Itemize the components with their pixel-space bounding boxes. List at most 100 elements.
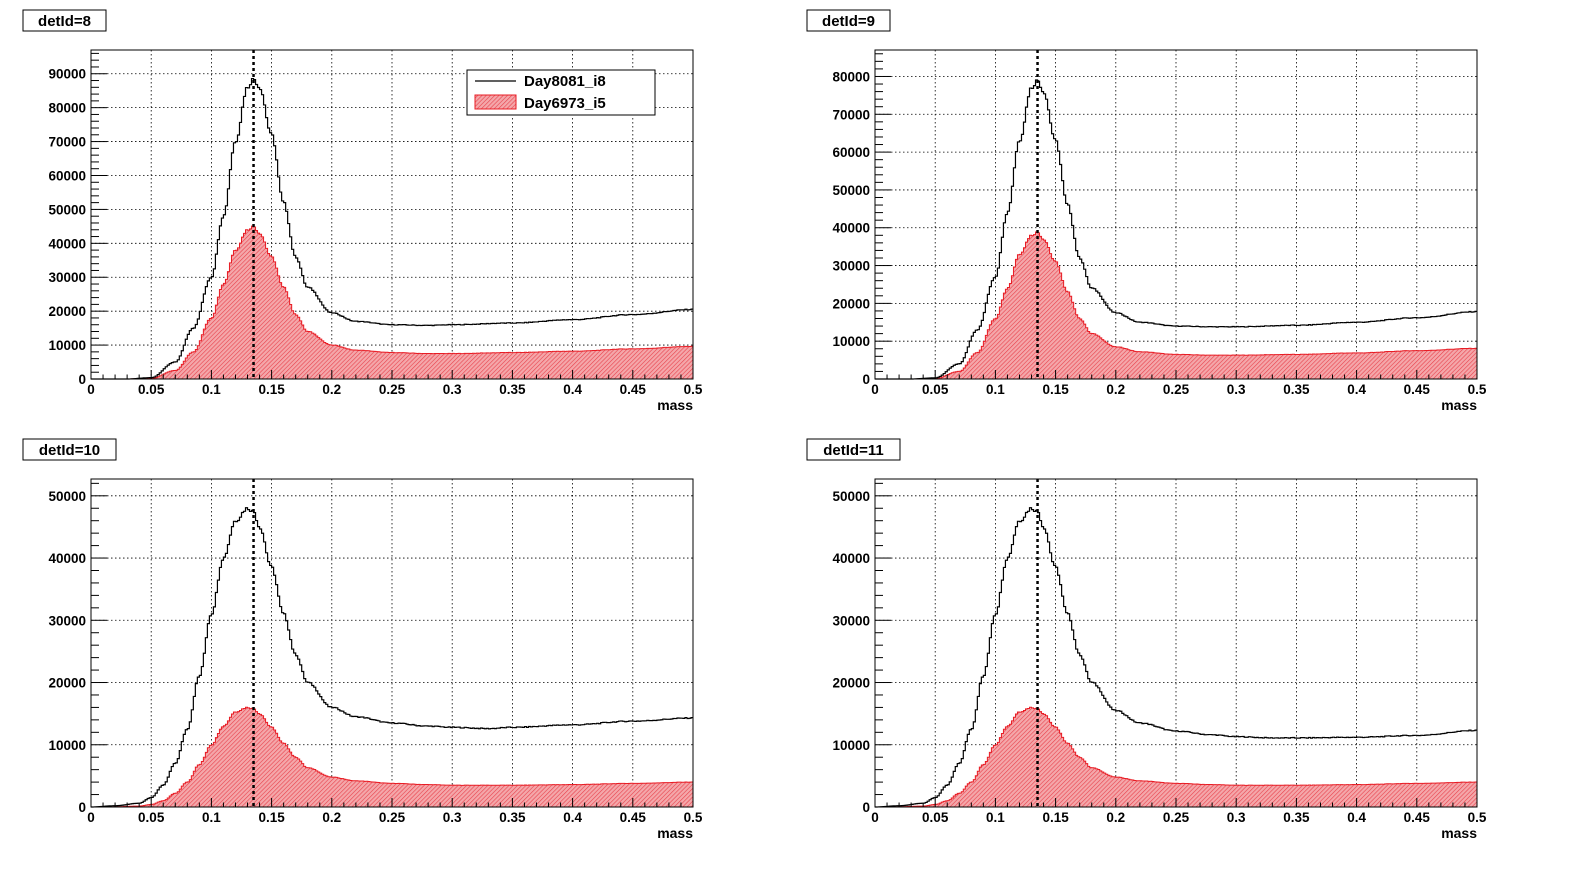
panel-2: detId=10 0 0.05 0.1 0.15 0.2 0.25 0.3 0.35 0.4 0.4… <box>22 438 703 841</box>
x-tick-label: 0.5 <box>684 382 703 397</box>
x-tick-label: 0.25 <box>379 382 406 397</box>
x-tick-label: 0.5 <box>1468 810 1487 825</box>
x-tick-label: 0.45 <box>620 382 647 397</box>
grid <box>875 479 1477 807</box>
panel-0: detId=8 0 0.05 0.1 0.15 0.2 0.25 0.3 0.35 0.4 0.45… <box>22 9 703 413</box>
x-tick-label: 0.25 <box>379 810 406 825</box>
x-tick-label: 0.45 <box>620 810 647 825</box>
panel-title-text: detId=10 <box>39 442 100 459</box>
x-tick-label: 0.4 <box>563 382 582 397</box>
y-tick-label: 40000 <box>832 221 870 236</box>
y-tick-label: 50000 <box>48 489 86 504</box>
x-tick-label: 0.2 <box>1106 382 1125 397</box>
panel-title-text: detId=8 <box>38 13 91 30</box>
y-axis: 0 10000 20000 30000 40000 50000 <box>832 482 891 815</box>
x-tick-label: 0.15 <box>258 382 285 397</box>
y-tick-label: 80000 <box>832 69 870 84</box>
series-line-day8081 <box>91 77 693 380</box>
legend: Day8081_i8 Day6973_i5 <box>466 69 656 116</box>
series-line-day8081 <box>91 507 693 808</box>
x-axis-label: mass <box>657 825 693 841</box>
y-tick-label: 30000 <box>48 613 86 628</box>
x-tick-label: 0 <box>871 810 879 825</box>
y-axis: 0 10000 20000 30000 40000 50000 60000 70000 8000… <box>48 52 107 387</box>
x-tick-label: 0.35 <box>499 382 526 397</box>
panel-1: detId=9 0 0.05 0.1 0.15 0.2 0.25 0.3 0.35 0.4 0.45… <box>806 9 1487 413</box>
panel-title: detId=11 <box>806 438 901 461</box>
y-tick-label: 10000 <box>48 338 86 353</box>
x-tick-label: 0.4 <box>1347 382 1366 397</box>
y-tick-label: 50000 <box>832 183 870 198</box>
x-tick-label: 0.3 <box>1227 810 1246 825</box>
y-tick-label: 40000 <box>48 236 86 251</box>
series-area-day6973 <box>875 706 1478 808</box>
x-tick-label: 0.4 <box>1347 810 1366 825</box>
x-tick-label: 0.45 <box>1404 382 1431 397</box>
x-tick-label: 0.1 <box>986 810 1005 825</box>
y-tick-label: 10000 <box>48 738 86 753</box>
x-tick-label: 0.2 <box>322 382 341 397</box>
x-tick-label: 0 <box>87 810 95 825</box>
grid <box>91 479 693 807</box>
x-axis-label: mass <box>1441 825 1477 841</box>
x-tick-label: 0.3 <box>443 810 462 825</box>
x-tick-label: 0.5 <box>684 810 703 825</box>
x-tick-label: 0.05 <box>138 382 165 397</box>
x-tick-label: 0.3 <box>443 382 462 397</box>
y-tick-label: 20000 <box>832 676 870 691</box>
x-tick-label: 0.1 <box>202 810 221 825</box>
x-tick-label: 0.25 <box>1163 382 1190 397</box>
x-tick-label: 0.05 <box>138 810 165 825</box>
y-tick-label: 40000 <box>832 551 870 566</box>
y-axis: 0 10000 20000 30000 40000 50000 60000 70000 8000… <box>832 53 891 387</box>
y-tick-label: 40000 <box>48 551 86 566</box>
x-tick-label: 0 <box>871 382 879 397</box>
y-tick-label: 60000 <box>48 168 86 183</box>
x-axis-label: mass <box>1441 397 1477 413</box>
y-axis: 0 10000 20000 30000 40000 50000 <box>48 482 107 815</box>
x-tick-label: 0.3 <box>1227 382 1246 397</box>
x-tick-label: 0.05 <box>922 382 949 397</box>
y-tick-label: 20000 <box>48 676 86 691</box>
x-tick-label: 0.15 <box>258 810 285 825</box>
x-tick-label: 0.2 <box>322 810 341 825</box>
panel-3: detId=11 0 0.05 0.1 0.15 0.2 0.25 0.3 0.35 0.4 0.4… <box>806 438 1487 841</box>
y-tick-label: 70000 <box>48 135 86 150</box>
panel-title: detId=10 <box>22 438 117 461</box>
y-tick-label: 50000 <box>48 202 86 217</box>
x-tick-label: 0.35 <box>1283 382 1310 397</box>
legend-swatch-day6973 <box>474 94 517 110</box>
panel-title: detId=8 <box>22 9 107 32</box>
y-tick-label: 80000 <box>48 101 86 116</box>
y-tick-label: 0 <box>78 372 86 387</box>
x-tick-label: 0.35 <box>499 810 526 825</box>
y-tick-label: 0 <box>862 800 870 815</box>
x-axis-label: mass <box>657 397 693 413</box>
panel-title: detId=9 <box>806 9 891 32</box>
y-tick-label: 0 <box>78 800 86 815</box>
x-tick-label: 0.15 <box>1042 810 1069 825</box>
x-tick-label: 0.15 <box>1042 382 1069 397</box>
x-tick-label: 0.5 <box>1468 382 1487 397</box>
legend-label-day8081: Day8081_i8 <box>524 73 606 90</box>
x-tick-label: 0.4 <box>563 810 582 825</box>
x-tick-label: 0.05 <box>922 810 949 825</box>
panel-title-text: detId=9 <box>822 13 875 30</box>
x-tick-label: 0.45 <box>1404 810 1431 825</box>
x-tick-label: 0 <box>87 382 95 397</box>
x-tick-label: 0.25 <box>1163 810 1190 825</box>
legend-label-day6973: Day6973_i5 <box>524 95 606 112</box>
series-area-day6973 <box>91 225 694 380</box>
y-tick-label: 30000 <box>832 259 870 274</box>
y-tick-label: 70000 <box>832 107 870 122</box>
x-tick-label: 0.1 <box>986 382 1005 397</box>
y-tick-label: 20000 <box>832 296 870 311</box>
y-tick-label: 10000 <box>832 334 870 349</box>
y-tick-label: 30000 <box>48 270 86 285</box>
series-line-day8081 <box>875 79 1477 380</box>
x-tick-label: 0.2 <box>1106 810 1125 825</box>
